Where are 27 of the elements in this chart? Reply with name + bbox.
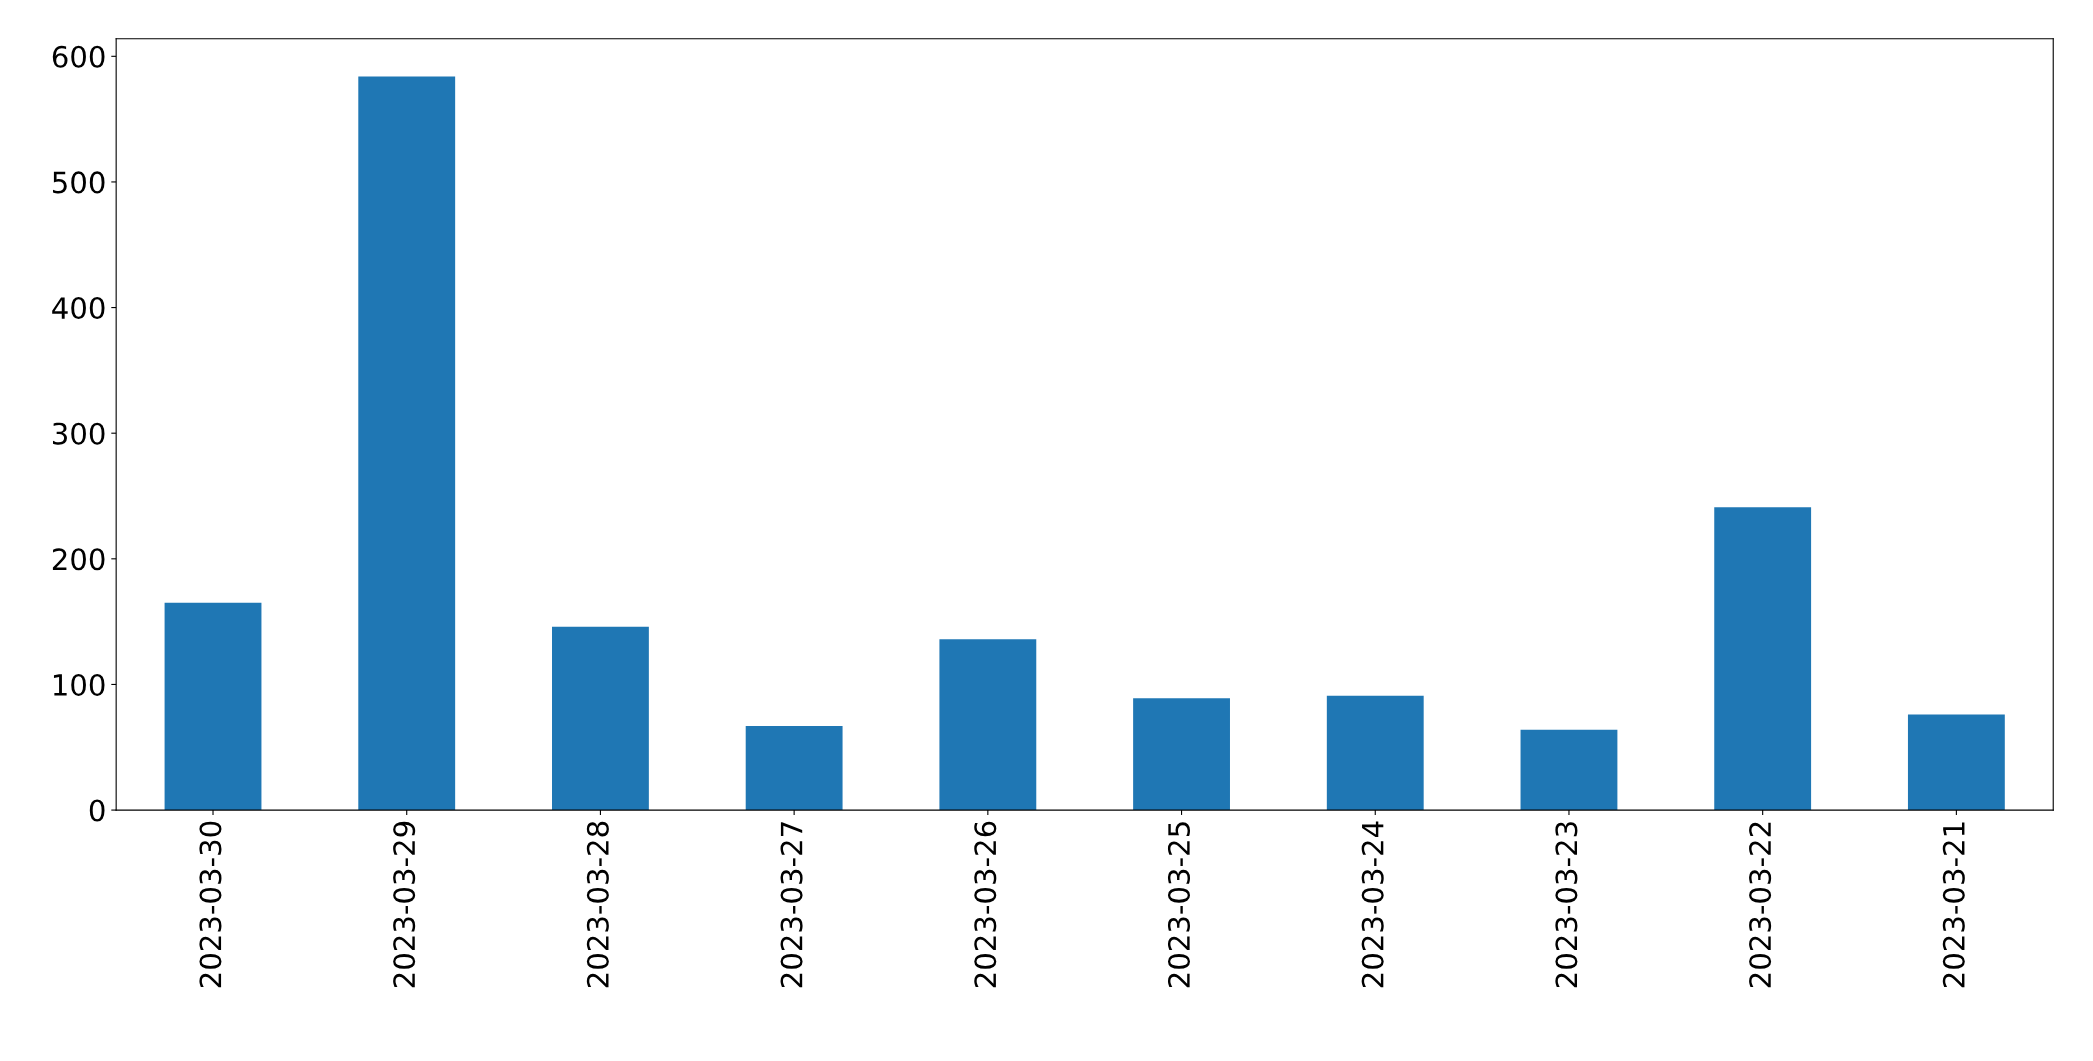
y-tick-label: 400 — [52, 297, 105, 320]
x-tick-label: 2023-03-29 — [393, 821, 416, 988]
y-tick-label: 500 — [53, 171, 105, 194]
x-tick-label: 2023-03-28 — [586, 821, 609, 988]
bar — [1133, 698, 1230, 811]
x-tick-label: 2023-03-26 — [974, 821, 997, 988]
bar — [358, 76, 456, 811]
bar — [552, 626, 649, 811]
bar — [745, 725, 843, 811]
bar — [939, 639, 1037, 811]
bar — [1520, 729, 1618, 811]
y-tick-label: 300 — [52, 422, 105, 445]
bar — [1714, 507, 1812, 811]
x-tick-label: 2023-03-22 — [1749, 822, 1772, 988]
x-tick-label: 2023-03-25 — [1167, 822, 1191, 988]
x-tick-label: 2023-03-27 — [780, 822, 803, 988]
x-tick-label: 2023-03-23 — [1555, 822, 1578, 988]
y-tick-label: 600 — [52, 45, 105, 68]
x-tick-label: 2023-03-30 — [199, 821, 222, 988]
y-tick-label: 100 — [53, 673, 105, 696]
x-tick-label: 2023-03-21 — [1942, 822, 1965, 988]
bar — [1326, 695, 1424, 811]
y-tick-label: 0 — [89, 799, 105, 822]
y-tick-label: 200 — [52, 548, 105, 571]
x-tick-label: 2023-03-24 — [1361, 821, 1384, 988]
bar — [164, 602, 262, 811]
bar — [1907, 714, 2005, 811]
